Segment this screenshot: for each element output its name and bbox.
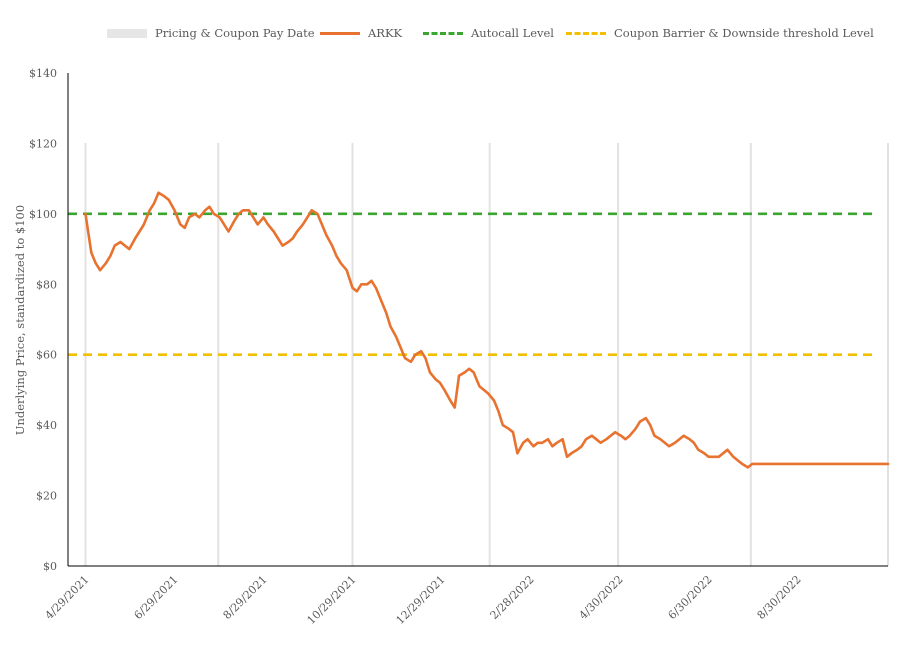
x-tick-label: 2/28/2022: [488, 573, 537, 622]
x-tick-label: 10/29/2021: [305, 573, 359, 627]
x-tick-label: 6/29/2021: [132, 573, 181, 622]
legend-label-barrier: Coupon Barrier & Downside threshold Leve…: [614, 26, 874, 40]
legend-swatch-barrier: [566, 31, 606, 35]
x-tick-label: 6/30/2022: [666, 573, 715, 622]
x-tick-label: 8/30/2022: [755, 573, 804, 622]
y-tick-label: $20: [36, 490, 57, 503]
legend-item-autocall[interactable]: Autocall Level: [423, 26, 554, 40]
y-tick-label: $80: [36, 278, 57, 291]
legend-item-barrier[interactable]: Coupon Barrier & Downside threshold Leve…: [566, 26, 874, 40]
y-tick-label: $140: [29, 67, 57, 80]
legend: Pricing & Coupon Pay Date ARKK Autocall …: [0, 26, 910, 46]
legend-label-arkk: ARKK: [368, 26, 403, 40]
y-tick-label: $60: [36, 349, 57, 362]
legend-item-arkk[interactable]: ARKK: [320, 26, 402, 40]
legend-swatch-arkk: [320, 31, 360, 35]
x-tick-label: 4/29/2021: [43, 573, 92, 622]
y-tick-label: $100: [29, 208, 57, 221]
legend-swatch-band: [107, 28, 147, 38]
y-axis-label: Underlying Price, standardized to $100: [13, 205, 27, 435]
legend-item-pricing-coupon[interactable]: Pricing & Coupon Pay Date: [107, 26, 315, 40]
y-tick-label: $0: [43, 560, 57, 573]
x-tick-label: 12/29/2021: [394, 573, 448, 627]
legend-label-autocall: Autocall Level: [471, 26, 554, 40]
legend-label-pricing-coupon: Pricing & Coupon Pay Date: [155, 26, 315, 40]
y-axis-ticks: $0 $20 $40 $60 $80 $100 $120 $140: [29, 67, 57, 573]
legend-swatch-autocall: [423, 31, 463, 35]
series-line-arkk: [84, 191, 890, 469]
x-tick-label: 4/30/2022: [577, 573, 626, 622]
x-tick-label: 8/29/2021: [221, 573, 270, 622]
reference-lines: [68, 212, 878, 357]
y-tick-label: $120: [29, 137, 57, 150]
x-axis-ticks: 4/29/2021 6/29/2021 8/29/2021 10/29/2021 12/…: [43, 573, 804, 627]
y-tick-label: $40: [36, 419, 57, 432]
